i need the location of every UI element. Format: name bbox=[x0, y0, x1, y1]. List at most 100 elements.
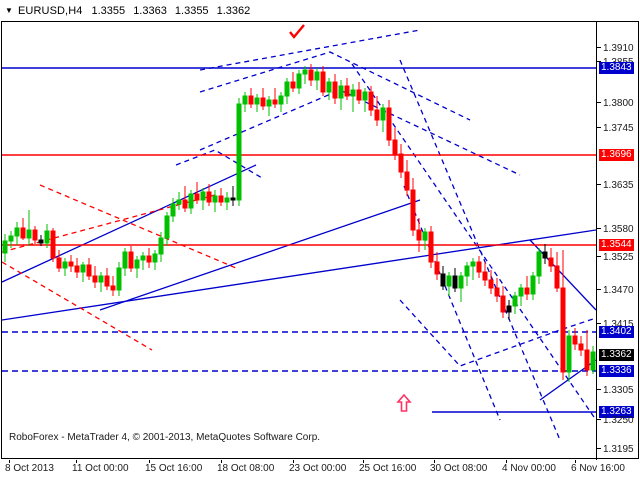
tick-dash-icon bbox=[597, 419, 601, 421]
candle-body bbox=[530, 275, 536, 295]
blue-dashed-descend-2 bbox=[399, 59, 561, 441]
candle-body bbox=[404, 171, 410, 191]
candle bbox=[164, 212, 170, 246]
candle-body bbox=[536, 251, 542, 277]
candle-body bbox=[422, 231, 428, 241]
price-scale[interactable]: 1.39101.38551.38431.38001.37451.36961.36… bbox=[597, 22, 640, 459]
price-scale-separator bbox=[596, 21, 597, 460]
time-tick-mark bbox=[575, 460, 576, 463]
price-tick-label: 1.3415 bbox=[603, 319, 634, 330]
tick-dash-icon bbox=[597, 47, 601, 49]
candle-body bbox=[392, 139, 398, 155]
candle-body bbox=[194, 193, 200, 201]
candle bbox=[56, 250, 62, 272]
quote-open: 1.3355 bbox=[91, 4, 126, 17]
candle-body bbox=[32, 229, 38, 241]
triangle-down-icon[interactable]: ▼ bbox=[5, 5, 13, 15]
candle bbox=[530, 272, 536, 300]
candle-body bbox=[416, 229, 422, 241]
candle bbox=[98, 272, 104, 292]
candle bbox=[212, 190, 218, 212]
candle bbox=[74, 258, 80, 278]
price-badge-1.3696[interactable]: 1.3696 bbox=[599, 149, 634, 161]
candle-body bbox=[236, 103, 242, 201]
price-tick-label: 1.3250 bbox=[603, 415, 634, 426]
price-badge-1.3362[interactable]: 1.3362 bbox=[599, 349, 634, 361]
time-tick-label: 30 Oct 08:00 bbox=[430, 463, 488, 474]
candle bbox=[500, 286, 506, 318]
price-tick-1.3580: 1.3580 bbox=[597, 224, 634, 235]
candle-body bbox=[62, 261, 68, 269]
candle-body bbox=[170, 203, 176, 217]
candle bbox=[482, 262, 488, 286]
tick-dash-icon bbox=[597, 61, 601, 63]
tick-dash-icon bbox=[597, 289, 601, 291]
price-badge-1.3336[interactable]: 1.3336 bbox=[599, 365, 634, 377]
candle bbox=[14, 222, 20, 245]
time-tick-label: 18 Oct 08:00 bbox=[217, 463, 275, 474]
blue-dashed-upper-channel bbox=[199, 29, 421, 71]
candle-layer bbox=[2, 64, 596, 382]
candle bbox=[236, 98, 242, 206]
price-tick-label: 1.3745 bbox=[603, 123, 634, 134]
horizontal-level-layer bbox=[2, 67, 596, 413]
candle-body bbox=[242, 95, 248, 105]
candle-body bbox=[332, 81, 338, 99]
candle-body bbox=[572, 335, 578, 345]
candle-body bbox=[548, 257, 554, 267]
blue-dashed-descend-3 bbox=[403, 185, 501, 421]
price-tick-label: 1.3580 bbox=[603, 224, 634, 235]
blue-dashed-consolidation bbox=[175, 149, 263, 179]
candle bbox=[374, 96, 380, 126]
candle bbox=[152, 250, 158, 270]
candle-body bbox=[302, 69, 308, 75]
candle-body bbox=[446, 275, 452, 287]
price-badge-1.3843[interactable]: 1.3843 bbox=[599, 62, 634, 74]
red-falling-lower bbox=[2, 261, 153, 351]
candle bbox=[386, 100, 392, 146]
candle bbox=[20, 218, 26, 240]
candle-body bbox=[212, 195, 218, 203]
candle-body bbox=[74, 265, 80, 273]
candle bbox=[182, 186, 188, 212]
candle bbox=[230, 186, 236, 206]
candle-body bbox=[38, 239, 44, 244]
candle bbox=[404, 160, 410, 196]
tick-dash-icon bbox=[597, 102, 601, 104]
candle-body bbox=[80, 264, 86, 273]
candle bbox=[104, 268, 110, 290]
candle bbox=[434, 252, 440, 280]
candle bbox=[266, 96, 272, 116]
chart-plot-area[interactable] bbox=[2, 22, 596, 458]
tick-dash-icon bbox=[597, 323, 601, 325]
candle-body bbox=[506, 305, 512, 313]
candle bbox=[398, 144, 404, 178]
candle bbox=[344, 78, 350, 100]
time-tick-mark bbox=[149, 460, 150, 463]
time-tick-mark bbox=[9, 460, 10, 463]
time-scale[interactable]: 8 Oct 2013 11 Oct 00:00 15 Oct 16:00 18 Oct… bbox=[0, 460, 640, 480]
copyright-label: RoboForex - MetaTrader 4, © 2001-2013, M… bbox=[9, 432, 321, 443]
time-tick-label: 11 Oct 00:00 bbox=[72, 463, 129, 474]
blue-rising-channel-2 bbox=[99, 199, 421, 311]
candle bbox=[416, 218, 422, 252]
candle bbox=[548, 248, 554, 272]
candle bbox=[134, 256, 140, 278]
candle bbox=[80, 262, 86, 282]
candle bbox=[488, 270, 494, 294]
candle-body bbox=[308, 69, 314, 81]
candle bbox=[524, 276, 530, 300]
price-badge-1.3263[interactable]: 1.3263 bbox=[599, 406, 634, 418]
price-tick-1.3635: 1.3635 bbox=[597, 180, 634, 191]
candle-body bbox=[8, 235, 14, 242]
price-badge-1.3402[interactable]: 1.3402 bbox=[599, 326, 634, 338]
candle-body bbox=[86, 264, 92, 277]
candle-body bbox=[554, 265, 560, 289]
price-badge-1.3544[interactable]: 1.3544 bbox=[599, 239, 634, 251]
candle bbox=[272, 88, 278, 108]
candle bbox=[206, 184, 212, 206]
checkmark-marker bbox=[289, 24, 305, 39]
candle bbox=[314, 68, 320, 90]
candle-body bbox=[428, 231, 434, 263]
